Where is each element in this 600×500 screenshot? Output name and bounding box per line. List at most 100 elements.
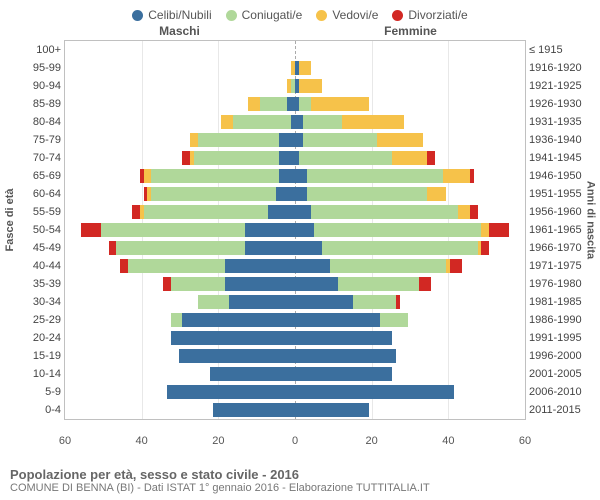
- bar-female-divorced: [450, 259, 462, 273]
- bar-female-married: [311, 205, 459, 219]
- legend-item: Vedovi/e: [316, 8, 378, 22]
- birth-year-label: 1926-1930: [529, 95, 595, 113]
- bar-female-married: [314, 223, 481, 237]
- age-label: 85-89: [5, 95, 61, 113]
- bar-female-single: [295, 187, 307, 201]
- header-females: Femmine: [295, 24, 526, 38]
- birth-year-label: 1996-2000: [529, 347, 595, 365]
- bar-male-widowed: [287, 79, 291, 93]
- bar-female-single: [295, 133, 303, 147]
- bar-male-married: [198, 295, 229, 309]
- age-label: 5-9: [5, 383, 61, 401]
- bar-male-divorced: [144, 187, 148, 201]
- bar-male-single: [179, 349, 296, 363]
- bar-female-married: [299, 151, 392, 165]
- pyramid-row: 15-191996-2000: [65, 347, 525, 365]
- age-label: 60-64: [5, 185, 61, 203]
- bar-female-single: [295, 241, 322, 255]
- birth-year-label: 1921-1925: [529, 77, 595, 95]
- age-label: 90-94: [5, 77, 61, 95]
- bar-male-married: [151, 169, 279, 183]
- bar-female-single: [295, 295, 353, 309]
- age-label: 40-44: [5, 257, 61, 275]
- x-tick-label: 40: [136, 435, 148, 447]
- bar-female-married: [322, 241, 477, 255]
- legend-swatch: [132, 10, 143, 21]
- legend-swatch: [316, 10, 327, 21]
- bar-male-single: [245, 241, 295, 255]
- birth-year-label: 1981-1985: [529, 293, 595, 311]
- birth-year-label: 1971-1975: [529, 257, 595, 275]
- bar-male-married: [101, 223, 245, 237]
- bar-male-single: [225, 277, 295, 291]
- age-label: 80-84: [5, 113, 61, 131]
- bar-female-divorced: [481, 241, 489, 255]
- pyramid-row: 5-92006-2010: [65, 383, 525, 401]
- pyramid-row: 55-591956-1960: [65, 203, 525, 221]
- birth-year-label: 1956-1960: [529, 203, 595, 221]
- bar-male-married: [128, 259, 225, 273]
- birth-year-label: 1951-1955: [529, 185, 595, 203]
- bar-male-widowed: [190, 133, 198, 147]
- bar-female-married: [353, 295, 396, 309]
- legend-item: Coniugati/e: [226, 8, 303, 22]
- bar-female-widowed: [377, 133, 424, 147]
- header-males: Maschi: [64, 24, 295, 38]
- birth-year-label: 1991-1995: [529, 329, 595, 347]
- birth-year-label: 2011-2015: [529, 401, 595, 419]
- age-label: 10-14: [5, 365, 61, 383]
- bar-male-divorced: [81, 223, 100, 237]
- bar-female-single: [295, 331, 392, 345]
- pyramid-row: 70-741941-1945: [65, 149, 525, 167]
- pyramid-row: 40-441971-1975: [65, 257, 525, 275]
- bar-female-single: [295, 259, 330, 273]
- bar-male-married: [260, 97, 287, 111]
- column-headers: Maschi Femmine: [64, 24, 526, 38]
- birth-year-label: 2006-2010: [529, 383, 595, 401]
- age-label: 55-59: [5, 203, 61, 221]
- birth-year-label: 1936-1940: [529, 131, 595, 149]
- bar-female-single: [295, 367, 392, 381]
- bar-male-married: [144, 205, 268, 219]
- bar-male-single: [287, 97, 295, 111]
- bar-male-single: [276, 187, 295, 201]
- bar-female-widowed: [481, 223, 489, 237]
- bar-male-divorced: [140, 169, 144, 183]
- bar-male-single: [210, 367, 295, 381]
- pyramid-row: 95-991916-1920: [65, 59, 525, 77]
- bar-female-single: [295, 223, 314, 237]
- birth-year-label: 1986-1990: [529, 311, 595, 329]
- bar-male-single: [213, 403, 295, 417]
- legend-item: Celibi/Nubili: [132, 8, 211, 22]
- bar-male-widowed: [144, 169, 152, 183]
- pyramid-row: 25-291986-1990: [65, 311, 525, 329]
- bar-female-single: [295, 115, 303, 129]
- bar-female-divorced: [470, 169, 474, 183]
- age-label: 15-19: [5, 347, 61, 365]
- legend-label: Celibi/Nubili: [148, 8, 211, 22]
- bar-male-widowed: [190, 151, 194, 165]
- bar-female-widowed: [427, 187, 446, 201]
- birth-year-label: 1931-1935: [529, 113, 595, 131]
- bar-female-married: [380, 313, 407, 327]
- bar-female-single: [295, 205, 311, 219]
- bar-male-divorced: [120, 259, 128, 273]
- age-label: 50-54: [5, 221, 61, 239]
- bar-male-widowed: [248, 97, 260, 111]
- age-label: 95-99: [5, 59, 61, 77]
- bar-female-married: [338, 277, 420, 291]
- pyramid-row: 75-791936-1940: [65, 131, 525, 149]
- x-tick-label: 40: [442, 435, 454, 447]
- birth-year-label: 1916-1920: [529, 59, 595, 77]
- bar-female-widowed: [311, 97, 369, 111]
- chart-footer: Popolazione per età, sesso e stato civil…: [10, 467, 430, 494]
- bar-male-single: [182, 313, 295, 327]
- bar-female-divorced: [489, 223, 508, 237]
- bar-male-single: [171, 331, 295, 345]
- x-tick-label: 0: [292, 435, 298, 447]
- pyramid-row: 80-841931-1935: [65, 113, 525, 131]
- bar-male-single: [229, 295, 295, 309]
- bar-female-widowed: [392, 151, 427, 165]
- bar-male-divorced: [132, 205, 140, 219]
- bar-female-married: [307, 187, 427, 201]
